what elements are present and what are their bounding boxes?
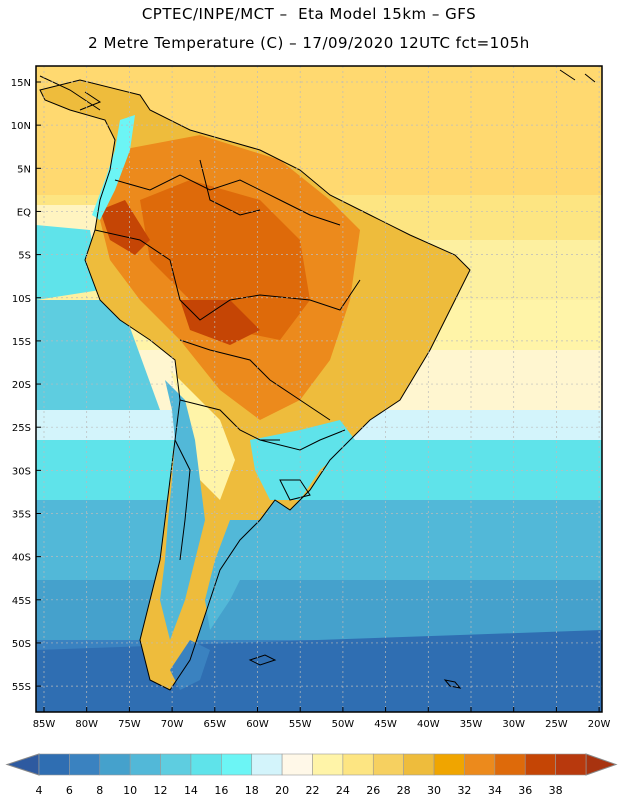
latitude-label: 50S — [12, 639, 31, 650]
legend-color-box — [494, 753, 526, 776]
legend-color-box — [221, 753, 253, 776]
legend-label: 10 — [123, 784, 137, 797]
latitude-label: 15S — [12, 337, 31, 348]
legend-label: 28 — [397, 784, 411, 797]
latitude-label: 5N — [17, 164, 31, 175]
lat-lon-graticule — [36, 66, 602, 712]
longitude-label: 65W — [203, 719, 226, 730]
longitude-label: 40W — [417, 719, 440, 730]
longitude-label: 35W — [460, 719, 483, 730]
latitude-label: 20S — [12, 380, 31, 391]
legend-label: 26 — [366, 784, 380, 797]
legend-high-arrow — [585, 753, 618, 776]
map-title-line2: 2 Metre Temperature (C) – 17/09/2020 12U… — [88, 34, 530, 52]
legend-color-box — [312, 753, 344, 776]
legend-color-box — [129, 753, 161, 776]
legend-label: 14 — [184, 784, 198, 797]
legend-label: 8 — [96, 784, 103, 797]
latitude-label: EQ — [17, 207, 31, 218]
legend-label: 4 — [36, 784, 43, 797]
longitude-label: 30W — [502, 719, 525, 730]
longitude-label: 60W — [246, 719, 269, 730]
longitude-label: 45W — [374, 719, 397, 730]
legend-color-box — [372, 753, 404, 776]
legend-label: 36 — [518, 784, 532, 797]
legend-color-box — [281, 753, 313, 776]
legend-label: 22 — [306, 784, 320, 797]
longitude-label: 85W — [33, 719, 56, 730]
legend-color-box — [555, 753, 587, 776]
legend-color-box — [342, 753, 374, 776]
legend-color-box — [99, 753, 131, 776]
legend-color-box — [69, 753, 101, 776]
latitude-label: 15N — [11, 78, 31, 89]
legend-label: 24 — [336, 784, 350, 797]
legend-label: 20 — [275, 784, 289, 797]
latitude-label: 10N — [11, 121, 31, 132]
legend-label: 34 — [488, 784, 502, 797]
latitude-label: 35S — [12, 510, 31, 521]
map-title-line1: CPTEC/INPE/MCT – Eta Model 15km – GFS — [141, 5, 477, 23]
latitude-label: 55S — [12, 682, 31, 693]
longitude-labels: 85W 80W 75W 70W 65W 60W 55W 50W 45W 40W 35W 30W 25W 2… — [33, 707, 611, 730]
legend-label: 16 — [214, 784, 228, 797]
legend-label: 38 — [549, 784, 563, 797]
latitude-label: 25S — [12, 423, 31, 434]
legend-label: 18 — [245, 784, 259, 797]
longitude-label: 70W — [161, 719, 184, 730]
legend-color-box — [433, 753, 465, 776]
longitude-label: 50W — [332, 719, 355, 730]
legend-label: 32 — [457, 784, 471, 797]
south-america-landmass — [40, 80, 470, 690]
legend-label: 6 — [66, 784, 73, 797]
latitude-label: 5S — [18, 251, 31, 262]
legend-color-box — [464, 753, 496, 776]
legend-low-arrow — [5, 753, 40, 776]
latitude-label: 10S — [12, 294, 31, 305]
latitude-label: 30S — [12, 466, 31, 477]
longitude-label: 20W — [588, 719, 611, 730]
legend-color-box — [403, 753, 435, 776]
latitude-labels: 15N 10N 5N EQ 5S 10S 15S 20S 25S 30S 35S 40S 45S 50S 5… — [11, 78, 41, 693]
legend-label: 30 — [427, 784, 441, 797]
longitude-label: 75W — [118, 719, 141, 730]
legend-color-box — [190, 753, 222, 776]
temperature-color-legend: 4 6 8 10 12 14 16 18 20 22 24 26 28 30 32 34 36 38 — [5, 753, 618, 797]
longitude-label: 80W — [75, 719, 98, 730]
legend-color-box — [38, 753, 70, 776]
longitude-label: 25W — [545, 719, 568, 730]
coastlines-and-borders — [39, 69, 596, 691]
legend-color-box — [524, 753, 556, 776]
latitude-label: 40S — [12, 553, 31, 564]
longitude-label: 55W — [289, 719, 312, 730]
latitude-label: 45S — [12, 596, 31, 607]
legend-label: 12 — [154, 784, 168, 797]
legend-color-box — [160, 753, 192, 776]
legend-color-box — [251, 753, 283, 776]
map-frame — [35, 65, 603, 713]
